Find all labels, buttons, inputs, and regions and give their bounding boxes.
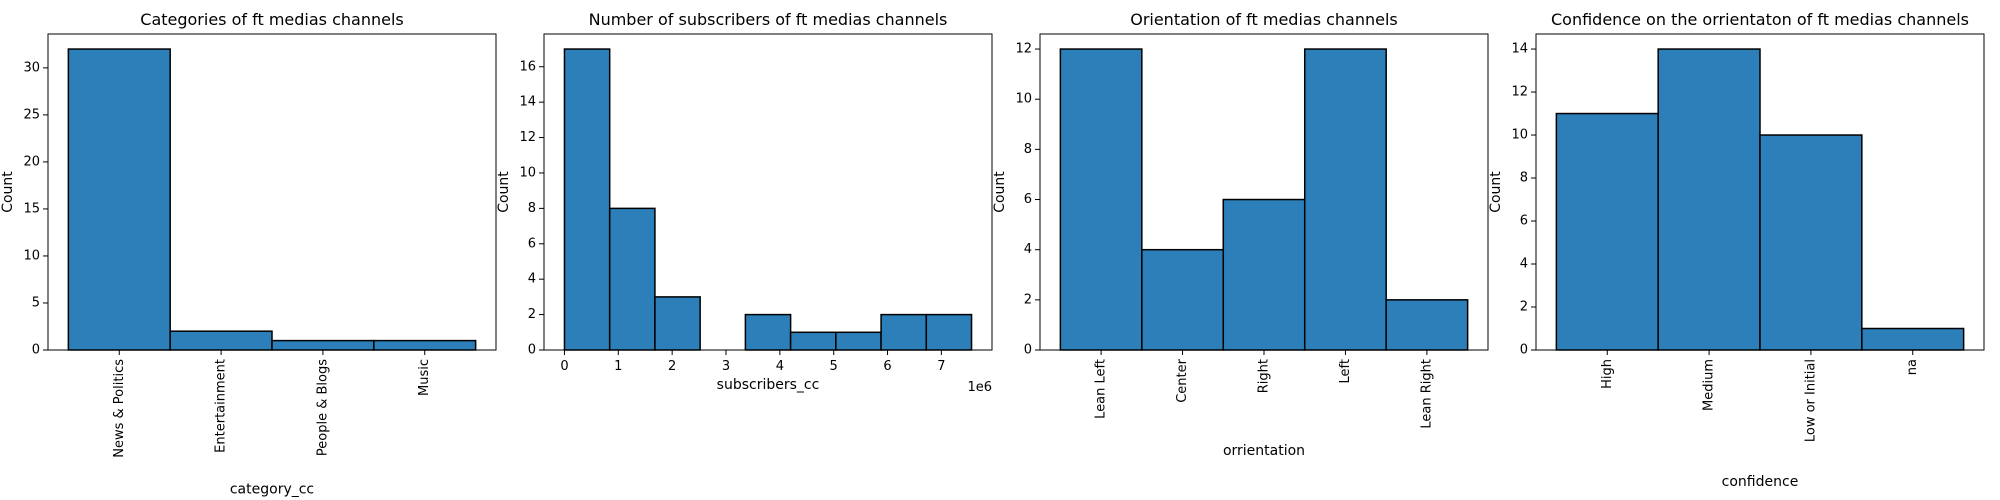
y-tick-label-0: 0 (528, 343, 536, 358)
histogram-bar-3 (654, 296, 701, 351)
x-axis-label: confidence (1722, 474, 1799, 490)
bar-high (1555, 112, 1659, 351)
y-tick-label-25: 25 (23, 107, 40, 122)
y-tick-label-0: 0 (1520, 343, 1528, 358)
y-axis-label: Count (1488, 171, 1504, 213)
bar-lean-left (1059, 48, 1143, 351)
y-tick-label-12: 12 (1511, 85, 1528, 100)
y-tick-label-15: 15 (23, 201, 40, 216)
bar-entertainment (169, 330, 273, 351)
x-tick-label-6: 6 (883, 359, 891, 374)
y-tick-label-8: 8 (1024, 142, 1032, 157)
y-axis-label: Count (992, 171, 1008, 213)
y-tick-label-10: 10 (519, 165, 536, 180)
y-tick-label-6: 6 (1024, 192, 1032, 207)
x-tick-label-7: 7 (937, 359, 945, 374)
y-tick-label-8: 8 (1520, 171, 1528, 186)
y-tick-label-10: 10 (1015, 92, 1032, 107)
x-tick-label-na: na (1905, 359, 1920, 375)
y-tick-label-8: 8 (528, 201, 536, 216)
histogram-bar-8 (880, 313, 928, 351)
histogram-bar-2 (608, 207, 656, 351)
chart-title: Orientation of ft medias channels (1130, 10, 1398, 29)
bar-right (1222, 198, 1306, 351)
x-tick-label-high: High (1600, 359, 1615, 389)
y-tick-label-0: 0 (1024, 343, 1032, 358)
x-tick-label-lean-left: Lean Left (1094, 359, 1109, 419)
y-tick-label-2: 2 (1024, 292, 1032, 307)
y-tick-label-14: 14 (1511, 42, 1528, 57)
x-tick-label-center: Center (1175, 358, 1190, 402)
histogram-bar-6 (789, 331, 837, 351)
x-tick-label-low-or-initial: Low or Initial (1803, 359, 1818, 442)
chart-title: Categories of ft medias channels (140, 10, 403, 29)
x-tick-label-0: 0 (560, 359, 568, 374)
x-tick-label-4: 4 (776, 359, 784, 374)
bar-na (1861, 327, 1965, 351)
axes-frame (1039, 33, 1489, 351)
y-tick-label-2: 2 (1520, 300, 1528, 315)
axes-frame (1535, 33, 1985, 351)
chart-panel-3: Lean Left Center Right Left Lean Right 0 2 4 6 8 1… (992, 10, 1489, 459)
histogram-bar-1 (563, 48, 611, 351)
y-tick-label-16: 16 (519, 59, 536, 74)
bar-low-or-initial (1759, 134, 1863, 351)
histogram-bar-9 (925, 313, 973, 351)
x-tick-label-medium: Medium (1702, 359, 1717, 411)
chart-title: Confidence on the orrientaton of ft medi… (1551, 10, 1969, 29)
axes-frame (543, 33, 993, 351)
bar-people-blogs (271, 339, 375, 351)
histogram-bar-7 (835, 331, 882, 351)
bar-music (373, 339, 477, 351)
x-tick-label-entertainment: Entertainment (214, 359, 229, 453)
y-tick-label-4: 4 (1520, 257, 1528, 272)
y-tick-label-6: 6 (528, 236, 536, 251)
x-tick-label-news-politics: News & Politics (112, 359, 127, 458)
x-axis-offset-label: 1e6 (967, 380, 992, 395)
bar-news-politics (67, 48, 171, 351)
y-axis-label: Count (496, 171, 512, 213)
x-tick-label-people-blogs: People & Blogs (315, 359, 330, 456)
x-axis-label: subscribers_cc (717, 377, 820, 393)
y-tick-label-4: 4 (1024, 242, 1032, 257)
chart-title: Number of subscribers of ft medias chann… (589, 10, 948, 29)
x-tick-label-2: 2 (668, 359, 676, 374)
y-tick-label-2: 2 (528, 307, 536, 322)
x-tick-label-5: 5 (830, 359, 838, 374)
y-tick-label-30: 30 (23, 60, 40, 75)
x-axis-label: orrientation (1223, 443, 1305, 459)
x-tick-label-music: Music (417, 359, 432, 396)
y-axis-label: Count (0, 171, 16, 213)
bar-medium (1657, 48, 1761, 351)
bar-center (1141, 248, 1225, 351)
histogram-bar-5 (744, 313, 792, 351)
bar-lean-right (1385, 299, 1469, 351)
y-tick-label-5: 5 (32, 295, 40, 310)
x-tick-label-right: Right (1257, 359, 1272, 393)
axes-frame (47, 33, 497, 351)
x-tick-label-3: 3 (722, 359, 730, 374)
y-tick-label-0: 0 (32, 343, 40, 358)
y-tick-label-14: 14 (519, 95, 536, 110)
x-tick-label-left: Left (1338, 359, 1353, 383)
bar-left (1303, 48, 1387, 351)
y-tick-label-20: 20 (23, 154, 40, 169)
x-axis-label: category_cc (230, 482, 314, 498)
y-tick-label-10: 10 (1511, 128, 1528, 143)
y-tick-label-6: 6 (1520, 214, 1528, 229)
y-tick-label-10: 10 (23, 248, 40, 263)
y-tick-label-4: 4 (528, 272, 536, 287)
y-tick-label-12: 12 (519, 130, 536, 145)
x-tick-label-1: 1 (614, 359, 622, 374)
x-tick-label-lean-right: Lean Right (1419, 359, 1434, 429)
chart-panel-1: News & Politics Entertainment People & Blo… (0, 10, 497, 498)
y-tick-label-12: 12 (1015, 42, 1032, 57)
chart-panel-4: High Medium Low or Initial na 0 2 4 6 8 10 12 14 Con… (1488, 10, 1985, 490)
